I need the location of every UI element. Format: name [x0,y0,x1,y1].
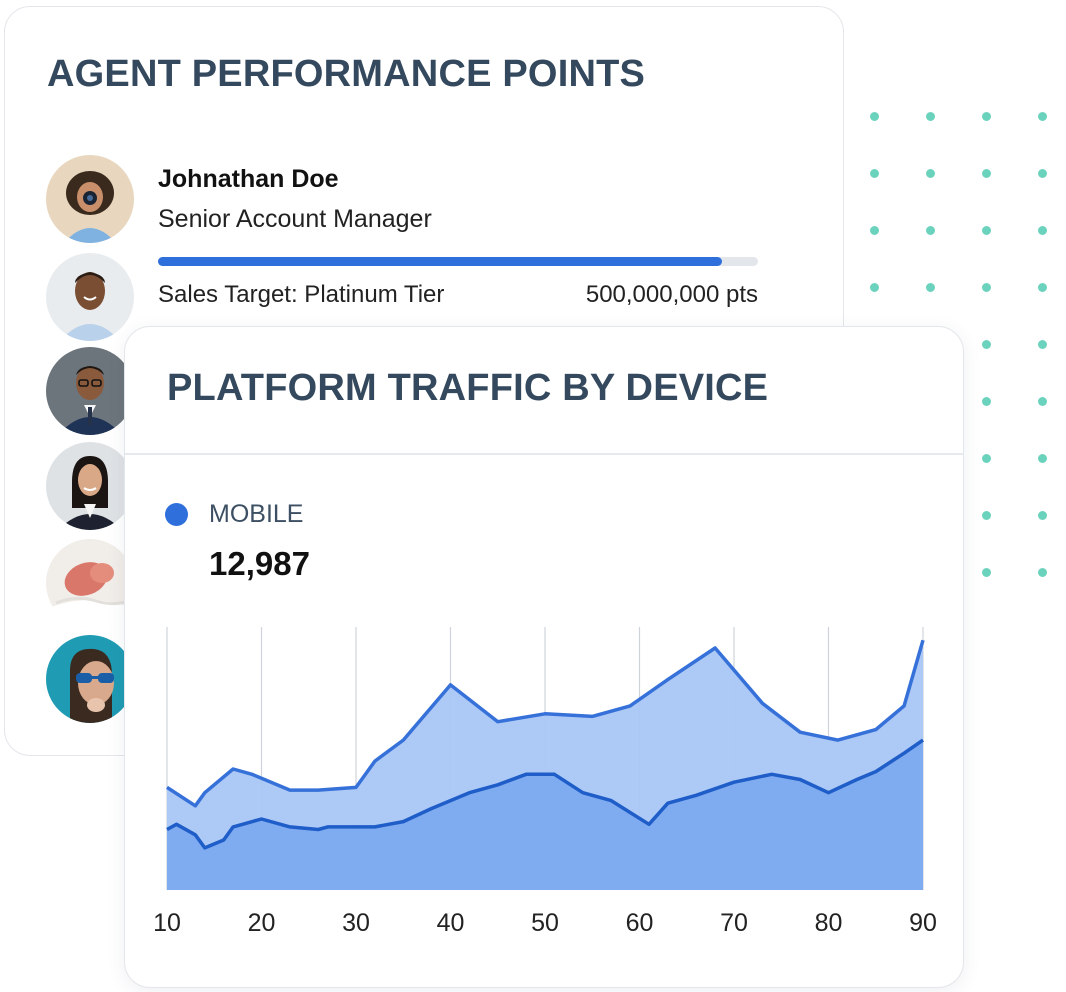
agent-name: Johnathan Doe [158,165,339,193]
decorative-dot [982,511,991,520]
x-tick-label: 80 [815,909,843,937]
decorative-dot [982,454,991,463]
decorative-dot [870,226,879,235]
decorative-dot [870,169,879,178]
sales-target-value: 500,000,000 pts [585,281,758,308]
title-divider [125,453,963,455]
decorative-dot [982,283,991,292]
avatar-man-glasses-suit[interactable] [46,347,134,435]
series-2-line [166,738,924,850]
x-tick-label: 30 [342,909,370,937]
avatar-photographer[interactable] [46,155,134,243]
decorative-dot [982,397,991,406]
decorative-dot [1038,283,1047,292]
x-tick-label: 60 [626,909,654,937]
traffic-card-title: PLATFORM TRAFFIC BY DEVICE [167,367,769,409]
decorative-dot [982,226,991,235]
x-axis-ticks: 10 20 30 40 50 60 70 80 90 [153,909,937,937]
decorative-dot [1038,454,1047,463]
decorative-dot [982,340,991,349]
x-tick-label: 10 [153,909,181,937]
decorative-dot [1038,397,1047,406]
avatar-woman-sunglasses[interactable] [46,635,134,723]
decorative-dot [1038,511,1047,520]
decorative-dot [926,112,935,121]
series-2-area [167,740,923,890]
decorative-dot [982,568,991,577]
decorative-dot [982,112,991,121]
x-tick-label: 90 [909,909,937,937]
decorative-dot [926,283,935,292]
sales-progress-fill [158,257,722,266]
decorative-dot [1038,226,1047,235]
series-1-line [166,639,925,808]
x-tick-label: 70 [720,909,748,937]
mobile-legend-label: MOBILE [209,500,304,528]
decorative-dot [1038,169,1047,178]
avatar-baby-sleeping[interactable] [46,539,134,627]
decorative-dot [1038,340,1047,349]
decorative-dot [982,169,991,178]
x-tick-label: 40 [437,909,465,937]
sales-target-label: Sales Target: Platinum Tier [158,281,445,308]
x-tick-label: 50 [531,909,559,937]
decorative-dot [1038,112,1047,121]
agent-card-title: AGENT PERFORMANCE POINTS [47,53,646,95]
chart-lines [166,639,925,850]
x-tick-label: 20 [248,909,276,937]
agent-role: Senior Account Manager [158,205,432,233]
mobile-legend-value: 12,987 [209,545,310,582]
decorative-dot [870,112,879,121]
sales-progress-bar [158,257,758,266]
avatar-woman-blazer[interactable] [46,442,134,530]
traffic-area-chart: 10 20 30 40 50 60 70 80 90 [153,627,937,937]
mobile-legend-dot [165,503,188,526]
decorative-dot [870,283,879,292]
avatar-man-smiling[interactable] [46,253,134,341]
decorative-dot [926,226,935,235]
decorative-dot [926,169,935,178]
platform-traffic-card: PLATFORM TRAFFIC BY DEVICE MOBILE 12,987… [124,326,964,988]
decorative-dot [1038,568,1047,577]
